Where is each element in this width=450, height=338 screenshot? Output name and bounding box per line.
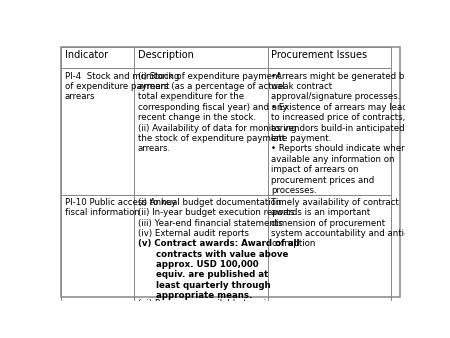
Text: Timely availability of contract
awards is an important
dimension of procurement
: Timely availability of contract awards i… bbox=[271, 198, 407, 248]
Bar bbox=[62, 68, 134, 195]
Text: •Arrears might be generated by
weak contract
approval/signature processes.
• Exi: •Arrears might be generated by weak cont… bbox=[271, 72, 410, 195]
Text: (v) Contract awards: Award of all
      contracts with value above
      approx.: (v) Contract awards: Award of all contra… bbox=[138, 239, 299, 300]
Bar bbox=[268, 68, 392, 195]
Text: (i) Annual budget documentation
(ii) In-year budget execution reports
(iii) Year: (i) Annual budget documentation (ii) In-… bbox=[138, 198, 294, 248]
Text: (i) Stock of expenditure payment
arrears (as a percentage of actual
total expend: (i) Stock of expenditure payment arrears… bbox=[138, 72, 297, 153]
Bar bbox=[134, 47, 268, 68]
Bar bbox=[62, 195, 134, 301]
Text: PI-10 Public access to key
fiscal information: PI-10 Public access to key fiscal inform… bbox=[65, 198, 176, 217]
Bar bbox=[134, 195, 268, 301]
Bar bbox=[268, 195, 392, 301]
Bar bbox=[62, 47, 134, 68]
Text: Procurement Issues: Procurement Issues bbox=[271, 50, 368, 60]
Text: Description: Description bbox=[138, 50, 194, 60]
Text: PI-4  Stock and monitoring
of expenditure payment
arrears: PI-4 Stock and monitoring of expenditure… bbox=[65, 72, 180, 101]
Text: (vi) Resources available to primary
      service units: (vi) Resources available to primary serv… bbox=[138, 289, 288, 319]
Bar bbox=[134, 68, 268, 195]
Text: Indicator: Indicator bbox=[65, 50, 108, 60]
Bar bbox=[268, 47, 392, 68]
